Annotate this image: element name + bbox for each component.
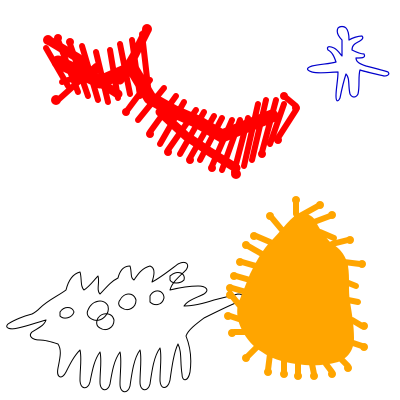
black-outline-branching-blob — [6, 261, 243, 393]
orange-filled-blob — [224, 196, 368, 380]
blue-outline-star-blob — [306, 25, 390, 102]
red-branching-blob — [43, 24, 300, 179]
